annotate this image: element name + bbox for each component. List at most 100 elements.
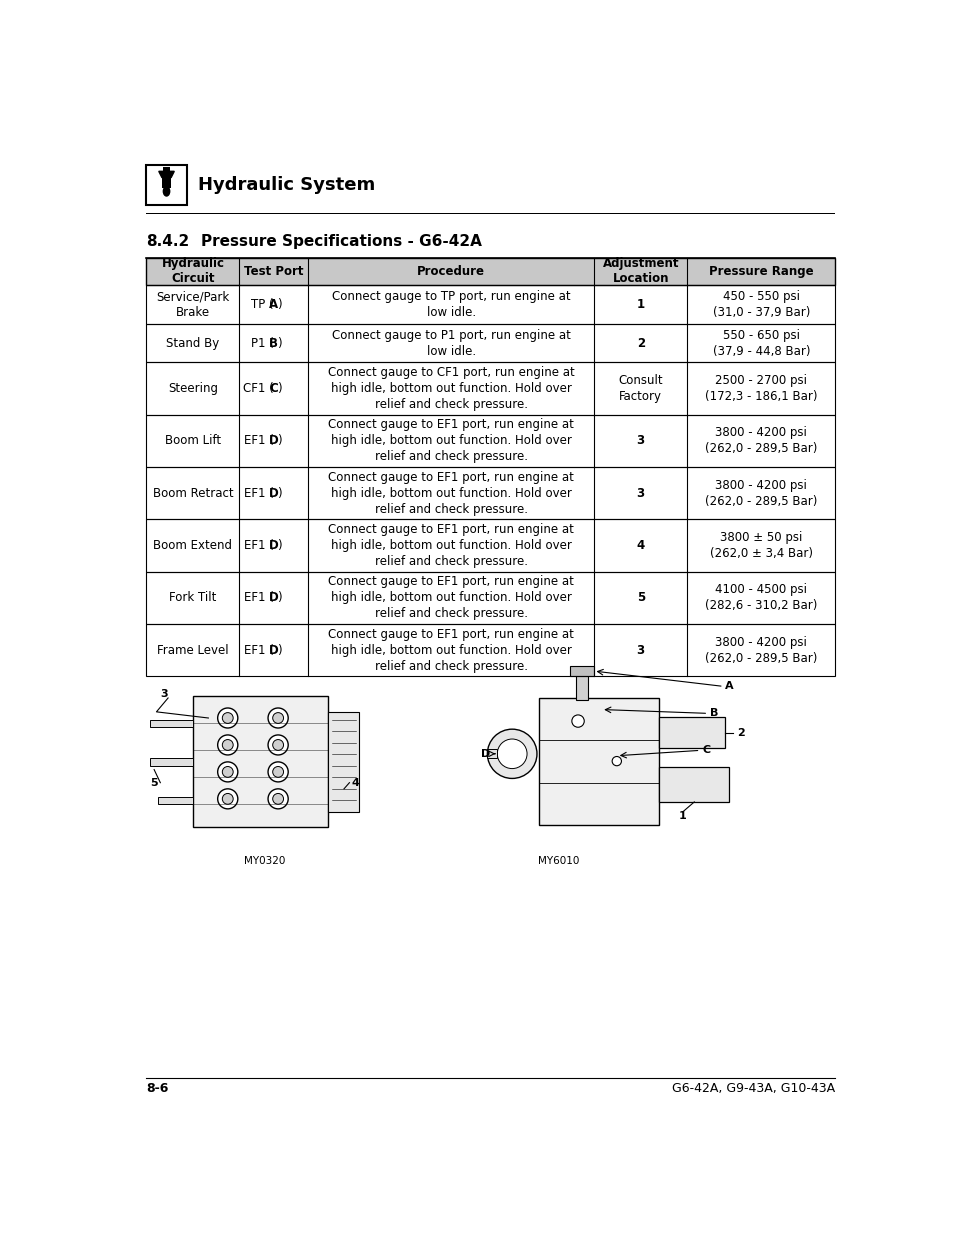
- Circle shape: [222, 767, 233, 777]
- Circle shape: [487, 729, 537, 778]
- Text: 8.4.2: 8.4.2: [146, 235, 190, 249]
- Text: Connect gauge to EF1 port, run engine at
high idle, bottom out function. Hold ov: Connect gauge to EF1 port, run engine at…: [328, 576, 574, 620]
- Text: Adjustment
Location: Adjustment Location: [602, 257, 679, 285]
- Circle shape: [222, 713, 233, 724]
- Text: 3800 - 4200 psi
(262,0 - 289,5 Bar): 3800 - 4200 psi (262,0 - 289,5 Bar): [704, 479, 817, 508]
- Bar: [146, 415, 835, 467]
- Text: Connect gauge to TP port, run engine at
low idle.: Connect gauge to TP port, run engine at …: [332, 290, 570, 319]
- Text: 4100 - 4500 psi
(282,6 - 310,2 Bar): 4100 - 4500 psi (282,6 - 310,2 Bar): [704, 583, 817, 613]
- Text: Boom Retract: Boom Retract: [152, 487, 233, 500]
- Text: B: B: [709, 709, 718, 719]
- Bar: [570, 666, 593, 677]
- Circle shape: [268, 708, 288, 727]
- Text: D: D: [269, 592, 278, 604]
- Text: Hydraulic
Circuit: Hydraulic Circuit: [161, 257, 224, 285]
- Bar: [146, 415, 835, 467]
- Text: Connect gauge to EF1 port, run engine at
high idle, bottom out function. Hold ov: Connect gauge to EF1 port, run engine at…: [328, 522, 574, 568]
- Bar: [146, 362, 835, 415]
- Bar: [146, 624, 835, 677]
- Text: ): ): [276, 487, 281, 500]
- Circle shape: [222, 793, 233, 804]
- Text: P1 (: P1 (: [251, 336, 274, 350]
- Circle shape: [217, 735, 237, 755]
- Bar: [146, 258, 835, 285]
- Text: ): ): [276, 435, 281, 447]
- Bar: [487, 750, 497, 758]
- Text: 2500 - 2700 psi
(172,3 - 186,1 Bar): 2500 - 2700 psi (172,3 - 186,1 Bar): [704, 374, 817, 403]
- Text: 5: 5: [151, 778, 158, 788]
- Text: 2: 2: [736, 727, 744, 737]
- Text: C: C: [269, 382, 278, 395]
- Text: 3: 3: [636, 487, 644, 500]
- Bar: [150, 720, 193, 727]
- Bar: [575, 674, 587, 699]
- Text: EF1 (: EF1 (: [244, 538, 274, 552]
- Text: 2: 2: [636, 336, 644, 350]
- Text: 1: 1: [679, 811, 686, 821]
- Circle shape: [273, 767, 283, 777]
- Bar: [146, 324, 835, 362]
- Bar: [146, 520, 835, 572]
- Text: Connect gauge to CF1 port, run engine at
high idle, bottom out function. Hold ov: Connect gauge to CF1 port, run engine at…: [328, 366, 574, 411]
- Text: 4: 4: [352, 778, 359, 788]
- Text: ): ): [276, 382, 281, 395]
- Text: D: D: [269, 487, 278, 500]
- Polygon shape: [158, 172, 174, 178]
- Circle shape: [217, 708, 237, 727]
- Text: Connect gauge to P1 port, run engine at
low idle.: Connect gauge to P1 port, run engine at …: [332, 329, 570, 357]
- Bar: [328, 711, 359, 811]
- Bar: [659, 718, 724, 748]
- Text: D: D: [269, 538, 278, 552]
- Text: MY6010: MY6010: [537, 856, 578, 866]
- Circle shape: [612, 757, 620, 766]
- Text: MY0320: MY0320: [244, 856, 285, 866]
- Bar: [146, 467, 835, 520]
- Text: ): ): [276, 538, 281, 552]
- Text: 550 - 650 psi
(37,9 - 44,8 Bar): 550 - 650 psi (37,9 - 44,8 Bar): [712, 329, 809, 357]
- Circle shape: [268, 762, 288, 782]
- Text: A: A: [269, 298, 278, 311]
- Text: Boom Extend: Boom Extend: [153, 538, 233, 552]
- Circle shape: [571, 715, 583, 727]
- Text: Hydraulic System: Hydraulic System: [198, 177, 375, 194]
- Text: Connect gauge to EF1 port, run engine at
high idle, bottom out function. Hold ov: Connect gauge to EF1 port, run engine at…: [328, 419, 574, 463]
- Text: EF1 (: EF1 (: [244, 487, 274, 500]
- Bar: [659, 767, 728, 802]
- Text: A: A: [724, 682, 733, 692]
- Text: Boom Lift: Boom Lift: [165, 435, 221, 447]
- Text: CF1 (: CF1 (: [243, 382, 274, 395]
- Text: D: D: [269, 643, 278, 657]
- Text: EF1 (: EF1 (: [244, 592, 274, 604]
- Text: 3: 3: [636, 435, 644, 447]
- Text: D: D: [269, 435, 278, 447]
- Text: ): ): [276, 592, 281, 604]
- Text: 4: 4: [636, 538, 644, 552]
- Text: 3800 - 4200 psi
(262,0 - 289,5 Bar): 3800 - 4200 psi (262,0 - 289,5 Bar): [704, 636, 817, 664]
- Text: EF1 (: EF1 (: [244, 643, 274, 657]
- Bar: [162, 178, 171, 188]
- Bar: [163, 167, 170, 173]
- Text: Steering: Steering: [168, 382, 217, 395]
- Text: D: D: [480, 748, 490, 758]
- Text: 3: 3: [160, 689, 168, 699]
- Circle shape: [273, 713, 283, 724]
- Bar: [146, 165, 187, 205]
- Bar: [146, 572, 835, 624]
- Circle shape: [497, 739, 526, 768]
- Text: Pressure Specifications - G6-42A: Pressure Specifications - G6-42A: [200, 235, 481, 249]
- Text: 8-6: 8-6: [146, 1082, 169, 1095]
- Bar: [146, 520, 835, 572]
- Circle shape: [217, 789, 237, 809]
- Ellipse shape: [162, 186, 171, 196]
- Circle shape: [273, 793, 283, 804]
- Text: Pressure Range: Pressure Range: [708, 264, 813, 278]
- Text: 5: 5: [636, 592, 644, 604]
- Bar: [193, 697, 328, 827]
- Text: EF1 (: EF1 (: [244, 435, 274, 447]
- Text: Frame Level: Frame Level: [157, 643, 229, 657]
- Bar: [150, 758, 193, 766]
- Text: Consult
Factory: Consult Factory: [618, 374, 662, 403]
- Text: 3800 ± 50 psi
(262,0 ± 3,4 Bar): 3800 ± 50 psi (262,0 ± 3,4 Bar): [709, 531, 812, 559]
- Circle shape: [217, 762, 237, 782]
- Text: G6-42A, G9-43A, G10-43A: G6-42A, G9-43A, G10-43A: [672, 1082, 835, 1095]
